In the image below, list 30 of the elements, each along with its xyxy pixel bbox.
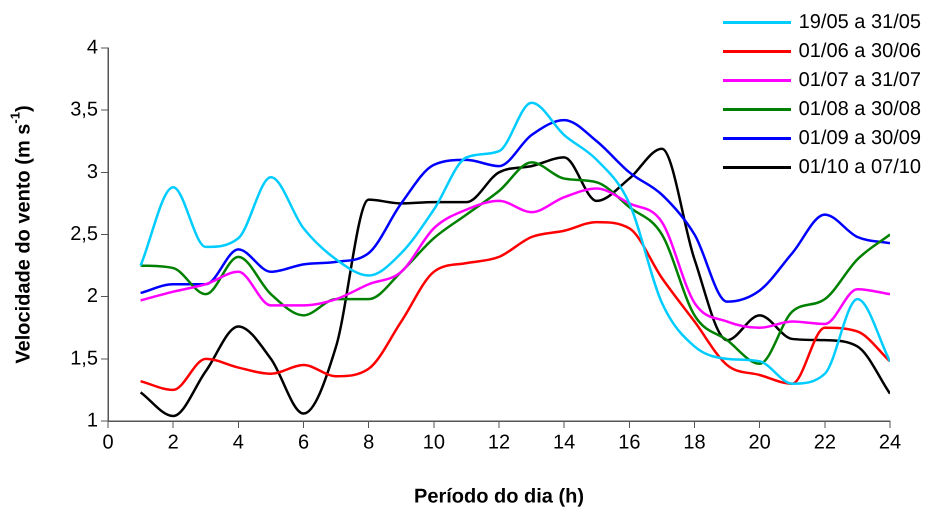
legend-label: 01/09 a 30/09 [798,126,921,151]
legend-label: 01/10 a 07/10 [798,155,921,180]
y-tick-label: 2 [86,285,98,308]
x-tick-label: 8 [363,432,374,454]
x-tick-label: 14 [553,432,576,454]
y-tick-label: 3 [86,160,98,183]
x-tick-label: 18 [683,432,706,454]
line-series [139,220,890,392]
x-tick-label: 2 [168,432,179,454]
x-tick-label: 6 [298,432,310,454]
y-tick-label: 1 [86,410,98,432]
y-tick-label: 4 [86,36,98,59]
x-tick-label: 22 [814,432,836,454]
x-tick-label: 24 [878,432,902,454]
line-series [139,187,890,329]
x-tick-label: 16 [618,432,640,454]
x-tick-label: 20 [748,432,771,454]
x-axis-title: Período do dia (h) [414,486,584,508]
legend-label: 01/07 a 31/07 [798,68,921,93]
y-tick-label: 1,5 [70,347,98,370]
x-tick-label: 10 [422,432,445,454]
x-tick-label: 12 [488,432,510,454]
y-axis-title: Velocidade do vento (m s-1) [8,105,35,364]
x-tick-label: 0 [102,432,114,454]
legend-label: 19/05 a 31/05 [798,10,921,35]
y-tick-label: 2,5 [70,223,98,246]
x-tick-label: 4 [232,432,244,454]
legend-label: 01/06 a 30/06 [798,39,921,64]
legend-label: 01/08 a 30/08 [798,97,921,122]
y-tick-label: 3,5 [70,98,98,121]
